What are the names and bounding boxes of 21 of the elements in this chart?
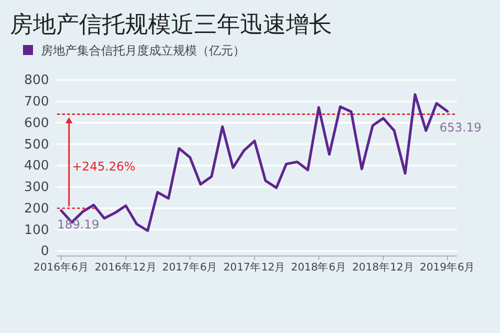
x-tick-label: 2016年12月 [94,261,157,274]
y-tick-label: 0 [40,244,49,260]
x-tick-label: 2016年6月 [34,261,89,274]
x-tick-label: 2017年12月 [223,261,286,274]
y-tick-label: 700 [24,94,49,110]
x-tick-label: 2017年6月 [162,261,218,274]
x-tick-label: 2018年6月 [291,261,346,274]
y-tick-label: 100 [24,222,49,238]
y-tick-label: 300 [24,180,49,196]
y-tick-label: 400 [24,158,49,174]
chart-title: 房地产信托规模近三年迅速增长 [10,12,332,38]
data-label: 189.19 [57,218,100,232]
x-tick-label: 2018年12月 [352,261,414,274]
annotation: +245.26% [72,160,136,174]
y-tick-label: 800 [24,73,49,88]
data-label: 653.19 [439,120,482,134]
y-tick-label: 600 [24,116,49,131]
y-tick-label: 200 [24,201,49,216]
x-tick-label: 2019年6月 [420,261,476,274]
legend-label: 房地产集合信托月度成立规模（亿元） [41,44,245,58]
y-tick-label: 500 [24,137,49,152]
